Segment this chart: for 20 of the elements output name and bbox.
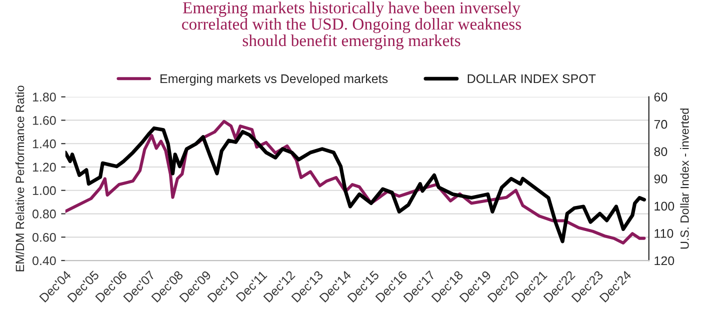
y2-tick-label: 100 [654, 202, 674, 211]
chart-title: Emerging markets historically have been inversely correlated with the USD. Ongoing dollar weakness should benefit emerging markets [182, 2, 521, 50]
y2-tick-label: 70 [654, 120, 668, 129]
y2-tick-label: 90 [654, 174, 668, 184]
legend-label: DOLLAR INDEX SPOT [468, 74, 596, 84]
y2-axis-title: U.S. Dollar Index - inverted [680, 108, 689, 249]
y-axis-title: EM/DM Relative Performance Ratio [15, 86, 24, 272]
y-tick-label: 0.40 [32, 256, 56, 266]
legend-label: Emerging markets vs Developed markets [160, 74, 388, 86]
y-tick-label: 1.80 [32, 92, 56, 102]
y-tick-label: 1.20 [32, 162, 56, 172]
y-tick-label: 1.60 [32, 116, 56, 125]
y-tick-label: 0.60 [32, 232, 56, 242]
y2-tick-label: 60 [654, 92, 668, 102]
y-tick-label: 1.00 [32, 186, 56, 196]
y2-tick-label: 120 [654, 256, 674, 266]
y2-tick-label: 110 [654, 229, 674, 238]
y-tick-label: 0.80 [32, 210, 56, 218]
y2-tick-label: 80 [654, 147, 668, 156]
y-tick-label: 1.40 [32, 139, 56, 148]
